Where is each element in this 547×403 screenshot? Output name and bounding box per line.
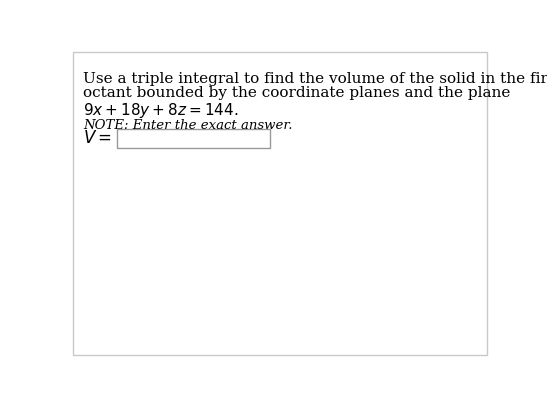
Text: $9x + 18y + 8z = 144.$: $9x + 18y + 8z = 144.$ — [83, 101, 238, 120]
Text: Use a triple integral to find the volume of the solid in the first: Use a triple integral to find the volume… — [83, 72, 547, 85]
FancyBboxPatch shape — [73, 52, 487, 355]
Text: $V =$: $V =$ — [83, 130, 112, 147]
Text: NOTE: Enter the exact answer.: NOTE: Enter the exact answer. — [83, 119, 293, 132]
Text: octant bounded by the coordinate planes and the plane: octant bounded by the coordinate planes … — [83, 86, 510, 100]
FancyBboxPatch shape — [117, 129, 270, 148]
